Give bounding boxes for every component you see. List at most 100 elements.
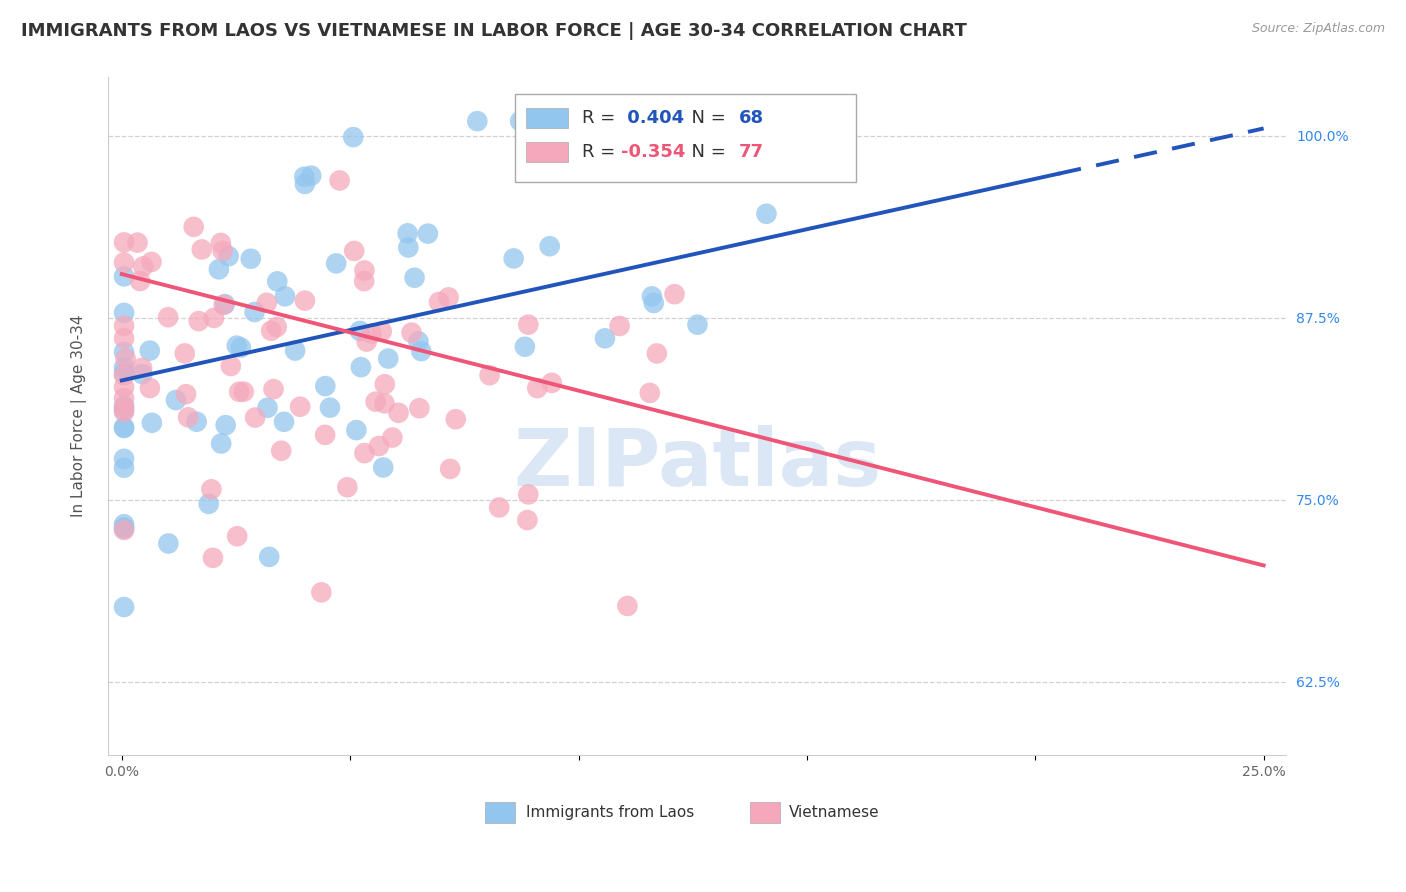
- Point: [311, 585, 333, 599]
- Point: [411, 344, 433, 359]
- Point: [257, 549, 280, 564]
- Point: [314, 379, 336, 393]
- Point: [112, 235, 135, 250]
- Point: [427, 295, 450, 310]
- Point: [177, 410, 200, 425]
- Point: [343, 244, 366, 258]
- Point: [225, 338, 247, 352]
- Point: [114, 351, 136, 366]
- Point: [112, 306, 135, 320]
- Point: [336, 480, 359, 494]
- Point: [416, 227, 439, 241]
- Point: [218, 249, 240, 263]
- Point: [377, 351, 399, 366]
- Point: [478, 368, 501, 383]
- Point: [214, 297, 236, 311]
- Point: [191, 243, 214, 257]
- Point: [209, 436, 232, 450]
- Point: [396, 240, 419, 254]
- Point: [112, 318, 135, 333]
- Point: [401, 326, 423, 340]
- Point: [112, 405, 135, 419]
- Point: [112, 399, 135, 413]
- Point: [211, 244, 233, 258]
- Point: [344, 423, 367, 437]
- Point: [112, 420, 135, 434]
- Point: [294, 177, 316, 191]
- Point: [353, 263, 375, 277]
- Point: [112, 360, 135, 375]
- Point: [284, 343, 307, 358]
- Point: [186, 415, 208, 429]
- Point: [367, 439, 389, 453]
- FancyBboxPatch shape: [751, 802, 780, 822]
- Point: [373, 460, 395, 475]
- Text: IMMIGRANTS FROM LAOS VS VIETNAMESE IN LABOR FORCE | AGE 30-34 CORRELATION CHART: IMMIGRANTS FROM LAOS VS VIETNAMESE IN LA…: [21, 22, 967, 40]
- Point: [112, 345, 135, 359]
- Point: [112, 368, 135, 383]
- Point: [200, 483, 222, 497]
- Point: [212, 298, 235, 312]
- Point: [325, 256, 347, 270]
- Point: [517, 318, 540, 332]
- Point: [350, 360, 373, 375]
- Point: [112, 599, 135, 614]
- Point: [112, 269, 135, 284]
- FancyBboxPatch shape: [526, 142, 568, 162]
- Point: [381, 431, 404, 445]
- Point: [516, 513, 538, 527]
- Point: [371, 324, 394, 338]
- Point: [131, 367, 153, 381]
- Point: [232, 384, 254, 399]
- Point: [112, 401, 135, 415]
- Point: [710, 161, 733, 176]
- Point: [292, 169, 315, 184]
- Text: Vietnamese: Vietnamese: [789, 805, 880, 820]
- Point: [364, 394, 387, 409]
- Point: [329, 173, 352, 187]
- Point: [266, 320, 288, 334]
- Point: [112, 522, 135, 536]
- Point: [129, 274, 152, 288]
- Text: Source: ZipAtlas.com: Source: ZipAtlas.com: [1251, 22, 1385, 36]
- Point: [356, 334, 378, 349]
- Point: [353, 446, 375, 460]
- FancyBboxPatch shape: [515, 95, 856, 183]
- Point: [360, 326, 382, 341]
- Point: [299, 169, 322, 183]
- Point: [439, 462, 461, 476]
- Point: [288, 400, 311, 414]
- Point: [201, 550, 224, 565]
- Point: [353, 274, 375, 288]
- Point: [187, 314, 209, 328]
- Point: [219, 359, 242, 373]
- Point: [132, 260, 155, 274]
- FancyBboxPatch shape: [526, 108, 568, 128]
- Point: [465, 114, 488, 128]
- Point: [229, 341, 252, 355]
- Text: R =: R =: [582, 109, 621, 127]
- Point: [408, 401, 430, 416]
- Point: [488, 500, 510, 515]
- Point: [141, 255, 163, 269]
- Point: [263, 382, 285, 396]
- Point: [509, 114, 531, 128]
- Text: R =: R =: [582, 143, 621, 161]
- Point: [260, 324, 283, 338]
- Point: [208, 262, 231, 277]
- Point: [444, 412, 467, 426]
- Point: [157, 310, 180, 325]
- Point: [139, 381, 162, 395]
- Point: [174, 387, 197, 401]
- Point: [256, 295, 278, 310]
- Point: [609, 318, 631, 333]
- Point: [404, 270, 426, 285]
- Point: [228, 384, 250, 399]
- Point: [645, 346, 668, 360]
- Point: [638, 385, 661, 400]
- Text: 77: 77: [738, 143, 763, 161]
- Point: [502, 252, 524, 266]
- Point: [374, 377, 396, 392]
- Point: [112, 403, 135, 417]
- Y-axis label: In Labor Force | Age 30-34: In Labor Force | Age 30-34: [72, 315, 87, 517]
